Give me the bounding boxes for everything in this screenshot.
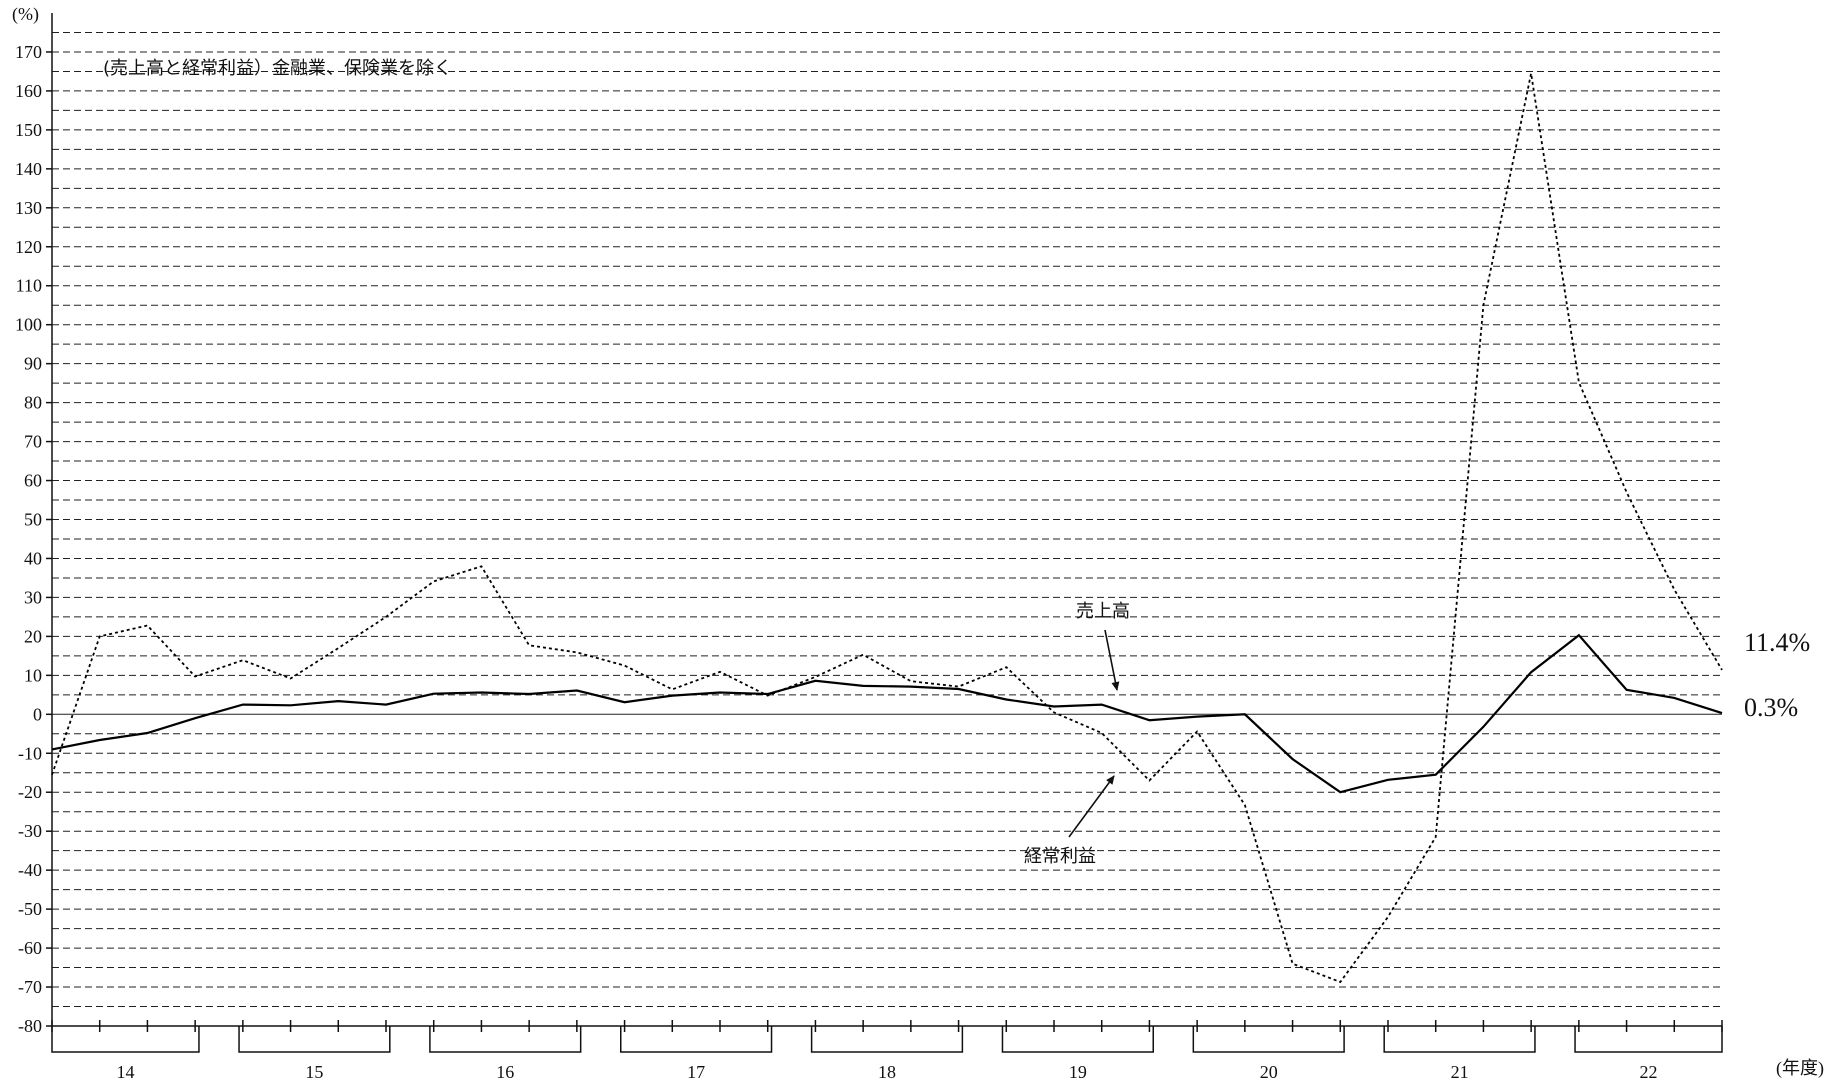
chart-note: (売上高と経常利益）金融業、保険業を除く — [103, 58, 452, 79]
x-tick-label: 17 — [687, 1062, 705, 1082]
x-tick-label: 15 — [305, 1062, 323, 1082]
fiscal-year-bracket — [1001, 1026, 1154, 1053]
fiscal-year-group: 18 — [810, 1020, 964, 1082]
y-tick-label: 150 — [15, 120, 42, 140]
x-tick-label: 18 — [878, 1062, 896, 1082]
y-tick-label: 160 — [15, 81, 42, 101]
y-tick-label: -80 — [18, 1016, 42, 1036]
fiscal-year-bracket — [51, 1026, 200, 1053]
y-axis-unit-label: (%) — [12, 4, 39, 25]
x-tick-label: 20 — [1260, 1062, 1278, 1082]
y-tick-label: 40 — [24, 548, 42, 568]
y-tick-label: 110 — [16, 276, 42, 296]
y-tick-label: 120 — [15, 237, 42, 257]
x-tick-label: 19 — [1069, 1062, 1087, 1082]
y-axis: -80 -70 -60 -50 -40 -30 -20 -10 0 10 20 30 40 50 60 70 8… — [15, 13, 53, 1036]
y-tick-label: 90 — [24, 354, 42, 374]
fiscal-year-bracket — [429, 1026, 582, 1053]
y-tick-label: -60 — [18, 938, 42, 958]
fiscal-year-bracket — [810, 1026, 964, 1053]
x-tick-label: 22 — [1640, 1062, 1658, 1082]
y-tick-label: -70 — [18, 977, 42, 997]
y-tick-label: 80 — [24, 393, 42, 413]
profit-pointer-arrow — [1068, 775, 1115, 838]
y-tick-label: 170 — [15, 42, 42, 62]
x-tick-label: 14 — [116, 1062, 134, 1082]
profit-end-value-label: 11.4% — [1744, 628, 1810, 657]
y-tick-label: 20 — [24, 626, 42, 646]
fiscal-year-bracket — [238, 1026, 391, 1053]
sales-end-value-label: 0.3% — [1744, 693, 1798, 722]
fiscal-year-group: 17 — [620, 1020, 773, 1082]
x-tick-label: 16 — [496, 1062, 514, 1082]
x-axis: 14 15 16 17 18 19 20 21 22 — [51, 1020, 1723, 1082]
y-tick-label: 130 — [15, 198, 42, 218]
y-tick-label: 140 — [15, 159, 42, 179]
fiscal-year-bracket — [1383, 1026, 1536, 1053]
sales-pointer-label: 売上高 — [1076, 601, 1130, 622]
fiscal-year-bracket — [1192, 1026, 1345, 1053]
y-tick-label: 100 — [15, 315, 42, 335]
x-tick-label: 21 — [1451, 1062, 1469, 1082]
y-tick-label: 0 — [33, 704, 42, 724]
gridlines — [52, 31, 1722, 1008]
series-lines — [51, 73, 1723, 984]
fiscal-year-group: 19 — [1001, 1020, 1154, 1082]
y-tick-label: 50 — [24, 510, 42, 530]
fiscal-year-group: 14 — [51, 1020, 200, 1082]
fiscal-year-group: 16 — [429, 1020, 582, 1082]
fiscal-year-group: 22 — [1574, 1020, 1723, 1082]
fiscal-year-group: 15 — [238, 1020, 391, 1082]
sales-pointer-arrow — [1104, 629, 1120, 691]
profit-pointer-label: 経常利益 — [1024, 846, 1096, 867]
y-tick-label: -40 — [18, 860, 42, 880]
y-tick-label: 10 — [24, 665, 42, 685]
fiscal-year-group: 21 — [1383, 1020, 1536, 1082]
y-tick-label: 70 — [24, 432, 42, 452]
series-line-sales — [51, 633, 1723, 794]
fiscal-year-bracket — [620, 1026, 773, 1053]
series-line-ordinary-profit — [51, 73, 1723, 984]
fiscal-year-group: 20 — [1192, 1020, 1345, 1082]
y-tick-label: 30 — [24, 587, 42, 607]
y-tick-label: -10 — [18, 743, 42, 763]
y-tick-label: -20 — [18, 782, 42, 802]
y-tick-label: 60 — [24, 471, 42, 491]
y-tick-label: -50 — [18, 899, 42, 919]
y-tick-label: -30 — [18, 821, 42, 841]
x-axis-unit-label: (年度) — [1776, 1058, 1824, 1079]
fiscal-year-bracket — [1574, 1026, 1723, 1053]
